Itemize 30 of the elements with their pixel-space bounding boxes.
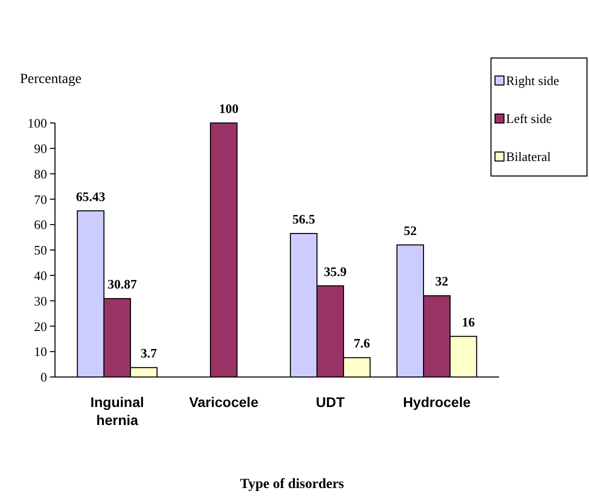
x-axis-title: Type of disorders (240, 477, 345, 492)
x-tick-label: Hydrocele (402, 394, 471, 410)
x-tick-label: Inguinal hernia (90, 394, 144, 428)
y-tick-label: 70 (34, 192, 47, 207)
data-label: 32 (435, 274, 448, 289)
data-label: 65.43 (76, 188, 106, 204)
data-label: 35.9 (324, 264, 348, 279)
y-tick-label: 100 (28, 116, 47, 131)
legend-label: Right side (506, 73, 560, 88)
y-tick-label: 80 (34, 166, 47, 182)
legend-label: Left side (506, 111, 552, 126)
data-label: 56.5 (292, 211, 316, 226)
x-tick-label: UDT (316, 394, 346, 410)
data-label: 52 (404, 222, 417, 238)
y-tick-label: 40 (34, 268, 47, 283)
data-label: 100 (218, 101, 238, 116)
y-tick-label: 20 (34, 318, 47, 334)
y-tick-label: 90 (34, 140, 47, 156)
data-label: 3.7 (140, 346, 158, 361)
y-tick-label: 50 (34, 242, 47, 258)
y-tick-label: 30 (34, 293, 47, 308)
data-label: 30.87 (108, 276, 138, 292)
data-label: 16 (462, 314, 476, 330)
y-tick-label: 0 (40, 370, 47, 385)
y-tick-label: 10 (34, 344, 47, 360)
y-tick-label: 60 (34, 217, 47, 232)
x-tick-label: Varicocele (189, 394, 259, 410)
y-axis-title: Percentage (20, 72, 82, 87)
legend-label: Bilateral (506, 149, 552, 164)
data-label: 7.6 (354, 336, 370, 351)
